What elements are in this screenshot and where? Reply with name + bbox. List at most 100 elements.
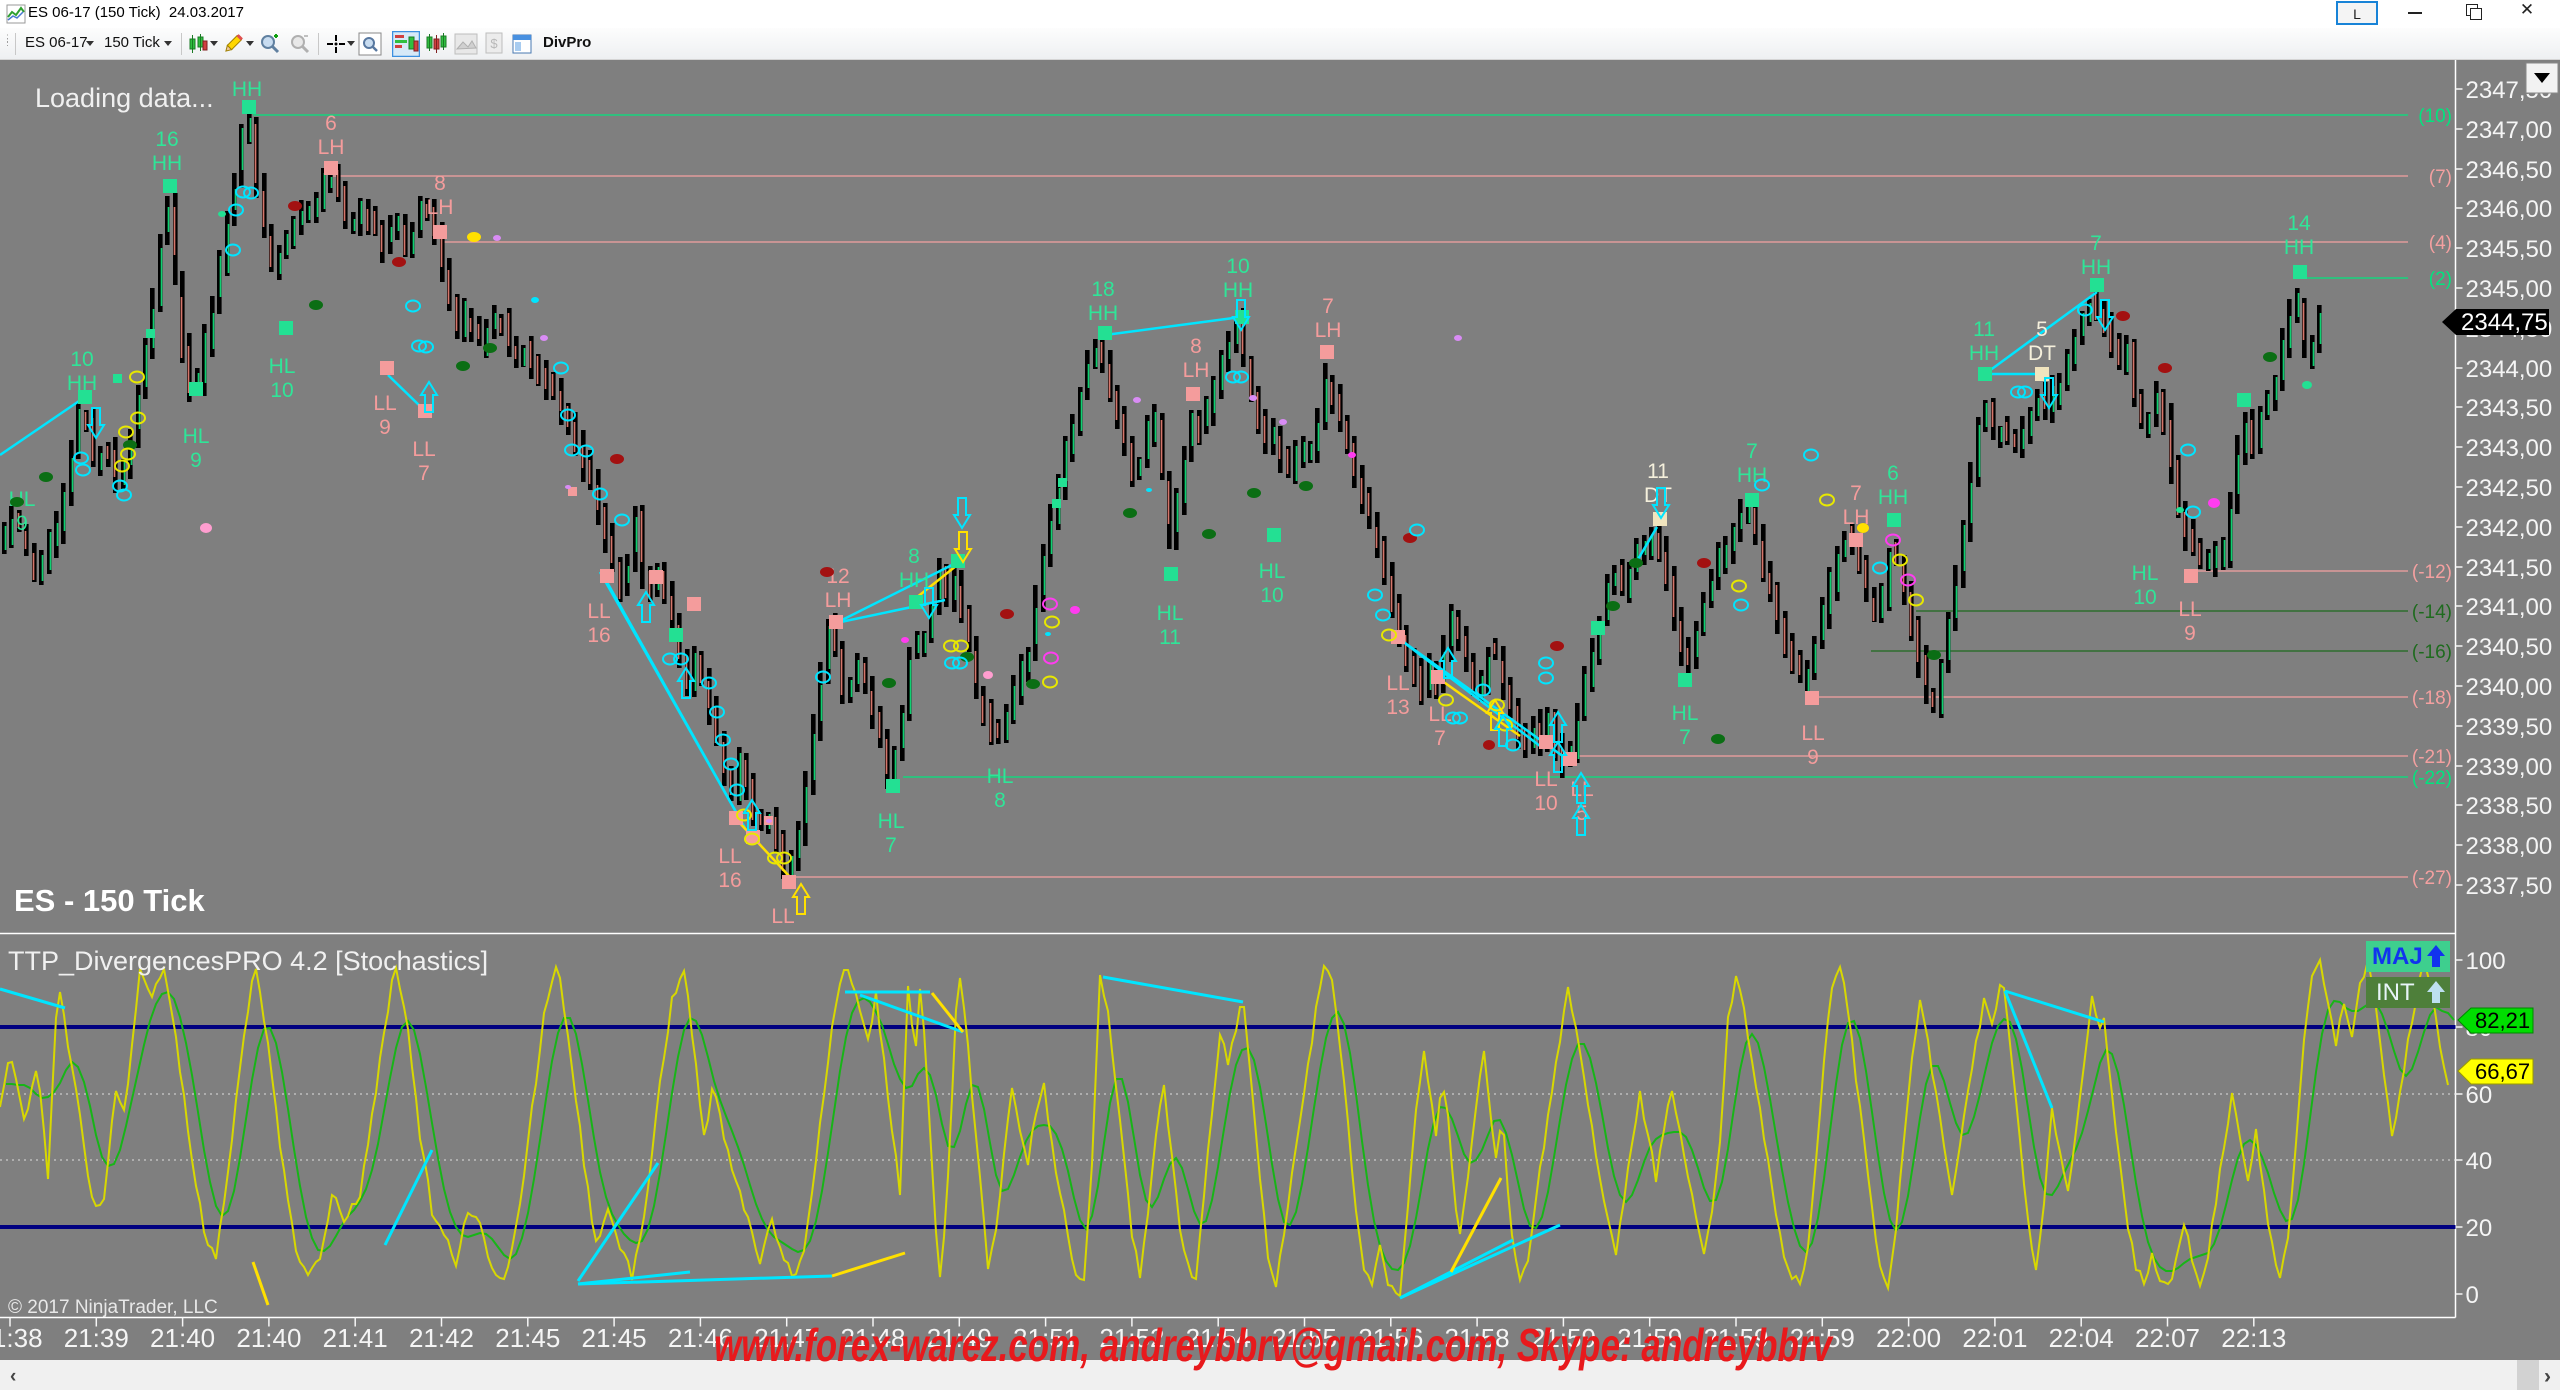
svg-text:20: 20 xyxy=(2466,1215,2493,1242)
svg-text:5: 5 xyxy=(2036,318,2048,341)
svg-text:‹: ‹ xyxy=(10,1366,16,1387)
svg-text:2342,50: 2342,50 xyxy=(2466,475,2553,502)
svg-text:(-16): (-16) xyxy=(2412,642,2452,663)
svg-text:21:38: 21:38 xyxy=(0,1323,43,1353)
svg-text:2341,00: 2341,00 xyxy=(2466,594,2553,621)
svg-text:9: 9 xyxy=(379,416,391,439)
svg-text:21:51: 21:51 xyxy=(1013,1323,1078,1353)
svg-text:8: 8 xyxy=(908,545,920,568)
svg-text:HH: HH xyxy=(1088,302,1118,325)
svg-text:21:58: 21:58 xyxy=(1445,1323,1510,1353)
svg-text:7: 7 xyxy=(885,834,897,857)
svg-text:LL: LL xyxy=(1534,768,1557,791)
svg-text:21:59: 21:59 xyxy=(1531,1323,1596,1353)
svg-text:2341,50: 2341,50 xyxy=(2466,555,2553,582)
svg-text:21:59: 21:59 xyxy=(1617,1323,1682,1353)
svg-text:(7): (7) xyxy=(2429,167,2452,188)
svg-text:HH: HH xyxy=(899,569,929,592)
svg-text:14: 14 xyxy=(2287,212,2311,235)
svg-text:2339,00: 2339,00 xyxy=(2466,754,2553,781)
svg-text:LH: LH xyxy=(1315,319,1342,342)
svg-text:40: 40 xyxy=(2466,1148,2493,1175)
svg-text:10: 10 xyxy=(70,348,93,371)
svg-text:7: 7 xyxy=(2090,232,2102,255)
svg-text:82,21: 82,21 xyxy=(2475,1008,2530,1033)
svg-text:60: 60 xyxy=(2466,1082,2493,1109)
svg-text:TTP_DivergencesPRO 4.2 [Stocha: TTP_DivergencesPRO 4.2 [Stochastics] xyxy=(8,946,488,976)
svg-text:66,67: 66,67 xyxy=(2475,1059,2530,1084)
svg-text:2340,00: 2340,00 xyxy=(2466,674,2553,701)
svg-text:9: 9 xyxy=(190,449,202,472)
svg-text:HH: HH xyxy=(1737,464,1767,487)
svg-text:DT: DT xyxy=(2028,342,2056,365)
svg-text:HH: HH xyxy=(67,372,97,395)
svg-text:LL: LL xyxy=(718,845,741,868)
svg-text:(-22): (-22) xyxy=(2412,768,2452,789)
svg-text:LH: LH xyxy=(318,136,345,159)
svg-text:HH: HH xyxy=(2284,236,2314,259)
svg-text:(-21): (-21) xyxy=(2412,747,2452,768)
svg-text:2343,50: 2343,50 xyxy=(2466,395,2553,422)
svg-text:8: 8 xyxy=(434,172,446,195)
svg-text:(2): (2) xyxy=(2429,269,2452,290)
svg-text:10: 10 xyxy=(1534,792,1557,815)
svg-text:9: 9 xyxy=(1807,746,1819,769)
svg-text:21:59: 21:59 xyxy=(1790,1323,1855,1353)
svg-text:21:39: 21:39 xyxy=(64,1323,129,1353)
svg-text:6: 6 xyxy=(325,112,337,135)
svg-text:(10): (10) xyxy=(2418,106,2452,127)
svg-text:13: 13 xyxy=(1386,696,1409,719)
svg-text:LH: LH xyxy=(825,589,852,612)
svg-text:INT: INT xyxy=(2376,979,2415,1006)
svg-text:21:45: 21:45 xyxy=(582,1323,647,1353)
svg-text:21:45: 21:45 xyxy=(495,1323,560,1353)
svg-text:2347,00: 2347,00 xyxy=(2466,117,2553,144)
svg-text:21:41: 21:41 xyxy=(323,1323,388,1353)
svg-text:HL: HL xyxy=(2132,562,2159,585)
svg-text:2337,50: 2337,50 xyxy=(2466,873,2553,900)
svg-text:7: 7 xyxy=(418,462,430,485)
svg-text:9: 9 xyxy=(2184,622,2196,645)
svg-text:LL: LL xyxy=(1386,672,1409,695)
svg-text:10: 10 xyxy=(270,379,293,402)
svg-text:LL: LL xyxy=(1801,722,1824,745)
svg-text:10: 10 xyxy=(1260,584,1283,607)
svg-text:11: 11 xyxy=(1159,626,1181,649)
svg-text:8: 8 xyxy=(1190,335,1202,358)
svg-text:21:46: 21:46 xyxy=(668,1323,733,1353)
svg-text:HL: HL xyxy=(183,425,210,448)
svg-text:ES - 150 Tick: ES - 150 Tick xyxy=(14,883,205,918)
svg-text:7: 7 xyxy=(1322,295,1334,318)
svg-text:HH: HH xyxy=(1223,279,1253,302)
svg-text:LL: LL xyxy=(771,905,794,928)
svg-text:8: 8 xyxy=(994,789,1006,812)
svg-text:LH: LH xyxy=(1183,359,1210,382)
svg-text:HL: HL xyxy=(269,355,296,378)
svg-text:10: 10 xyxy=(1226,255,1249,278)
svg-text:21:52: 21:52 xyxy=(1099,1323,1164,1353)
svg-text:21:56: 21:56 xyxy=(1358,1323,1423,1353)
svg-text:MAJ: MAJ xyxy=(2372,943,2423,970)
svg-text:5: 5 xyxy=(1576,802,1588,825)
svg-text:LL: LL xyxy=(373,392,396,415)
svg-text:21:55: 21:55 xyxy=(1272,1323,1337,1353)
svg-text:2344,75: 2344,75 xyxy=(2461,309,2548,336)
svg-text:21:40: 21:40 xyxy=(150,1323,215,1353)
svg-text:10: 10 xyxy=(2133,586,2156,609)
svg-text:LL: LL xyxy=(587,600,610,623)
svg-text:21:40: 21:40 xyxy=(236,1323,301,1353)
svg-text:22:01: 22:01 xyxy=(1962,1323,2027,1353)
svg-text:7: 7 xyxy=(1434,727,1446,750)
svg-text:7: 7 xyxy=(1679,726,1691,749)
svg-text:21:47: 21:47 xyxy=(754,1323,819,1353)
svg-text:7: 7 xyxy=(1746,440,1758,463)
svg-text:HL: HL xyxy=(1672,702,1699,725)
svg-text:0: 0 xyxy=(2466,1282,2479,1309)
svg-text:6: 6 xyxy=(1887,462,1899,485)
svg-text:2346,50: 2346,50 xyxy=(2466,157,2553,184)
svg-text:$: $ xyxy=(490,36,498,51)
svg-text:21:59: 21:59 xyxy=(1703,1323,1768,1353)
svg-text:2338,00: 2338,00 xyxy=(2466,833,2553,860)
svg-text:(-14): (-14) xyxy=(2412,602,2452,623)
svg-text:21:48: 21:48 xyxy=(840,1323,905,1353)
